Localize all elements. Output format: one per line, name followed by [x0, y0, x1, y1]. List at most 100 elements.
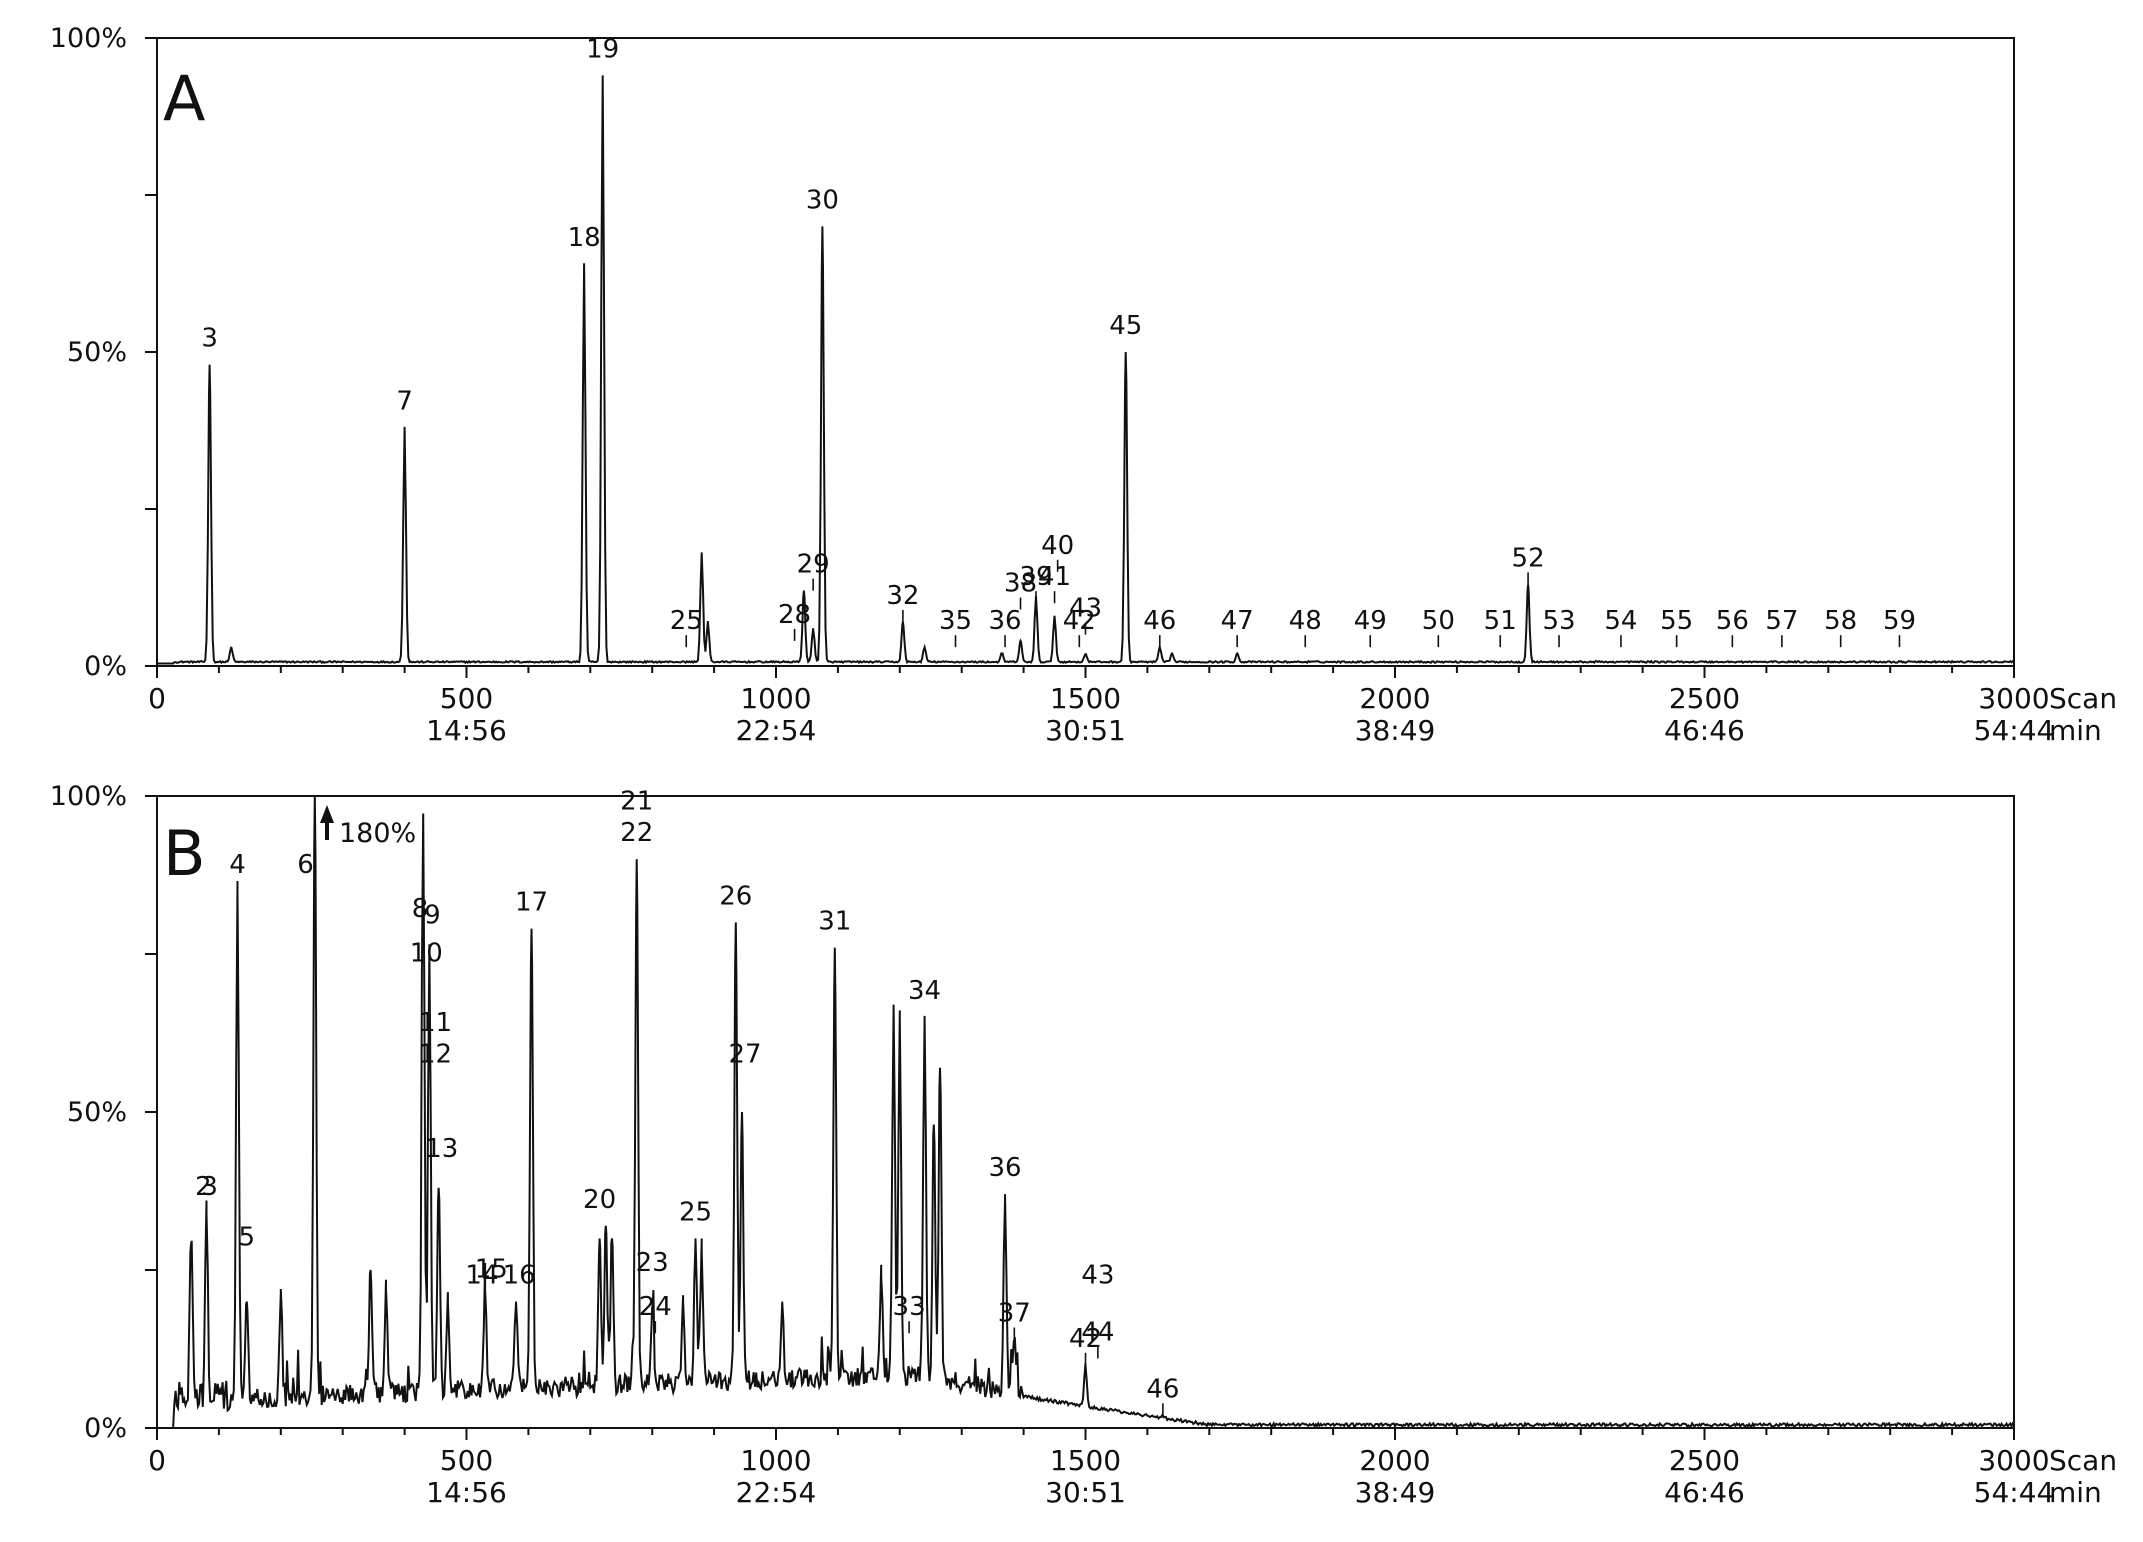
x-tick-label: 500 — [440, 1444, 493, 1477]
peak-label: 56 — [1716, 606, 1749, 636]
peak-label: 59 — [1883, 606, 1916, 636]
peak-label: 24 — [639, 1292, 672, 1322]
peak-label: 10 — [410, 938, 443, 968]
peak-label: 18 — [568, 223, 601, 253]
x-tick-label: 500 — [440, 682, 493, 715]
panel-b-letter: B — [163, 817, 206, 890]
peak-label: 55 — [1660, 606, 1693, 636]
peak-label: 34 — [908, 976, 941, 1006]
peak-label: 3 — [201, 1172, 218, 1202]
peak-label: 31 — [818, 907, 851, 937]
peak-label: 13 — [425, 1134, 458, 1164]
x-tick-label: 3000 — [1978, 1444, 2049, 1477]
peak-label: 7 — [396, 386, 413, 416]
peak-label: 8 — [412, 894, 429, 924]
peak-label: 25 — [679, 1197, 712, 1227]
x-tick-label: 1000 — [740, 682, 811, 715]
peak-label: 36 — [988, 1153, 1021, 1183]
x-tick-label: 1500 — [1050, 682, 1121, 715]
peak-label: 25 — [670, 606, 703, 636]
peak-label: 51 — [1484, 606, 1517, 636]
x-time-label: 30:51 — [1045, 714, 1126, 747]
y-tick-label: 50% — [67, 337, 127, 368]
peak-label: 27 — [729, 1039, 762, 1069]
panel-a-frame — [156, 37, 2015, 667]
peak-label: 57 — [1765, 606, 1798, 636]
x-tick-label: 2000 — [1359, 682, 1430, 715]
x-time-label: 38:49 — [1355, 1476, 1436, 1509]
y-tick-label: 0% — [84, 1413, 127, 1444]
panel-b-y-axis: 0% 50% 100% — [50, 781, 157, 1444]
up-arrow-icon — [320, 805, 334, 840]
peak-label: 47 — [1221, 606, 1254, 636]
peak-label: 14 — [465, 1261, 498, 1291]
y-tick-label: 0% — [84, 651, 127, 682]
x2-unit-label: min — [2049, 1476, 2102, 1509]
x-tick-label: 2500 — [1669, 682, 1740, 715]
peak-label: 37 — [998, 1299, 1031, 1329]
x-tick-label: 2500 — [1669, 1444, 1740, 1477]
peak-label: 11 — [419, 1008, 452, 1038]
peak-label: 4 — [229, 850, 246, 880]
peak-label: 50 — [1422, 606, 1455, 636]
panel-a-letter: A — [163, 62, 205, 135]
peak-label: 2 — [195, 1172, 212, 1202]
x-tick-label: 1500 — [1050, 1444, 1121, 1477]
panel-a-y-axis: 0% 50% 100% — [50, 23, 157, 682]
peak-label: 32 — [886, 581, 919, 611]
peak-label: 5 — [238, 1223, 255, 1253]
x-tick-label: 3000 — [1978, 682, 2049, 715]
peak-label: 44 — [1081, 1317, 1114, 1347]
x-time-label: 22:54 — [736, 714, 817, 747]
x-tick-label: 2000 — [1359, 1444, 1430, 1477]
peak-label: 43 — [1069, 594, 1102, 624]
peak-label: 49 — [1354, 606, 1387, 636]
peak-label: 9 — [424, 900, 441, 930]
peak-label: 39 — [1019, 562, 1052, 592]
x-tick-label: 0 — [148, 1444, 166, 1477]
x-time-label: 14:56 — [426, 714, 507, 747]
peak-label: 20 — [583, 1185, 616, 1215]
peak-label: 35 — [939, 606, 972, 636]
peak-label: 41 — [1038, 562, 1071, 592]
x-time-label: 22:54 — [736, 1476, 817, 1509]
peak-label: 28 — [778, 600, 811, 630]
peak-label: 54 — [1604, 606, 1637, 636]
x-time-label: 46:46 — [1664, 714, 1745, 747]
y-tick-label: 100% — [50, 781, 127, 812]
peak-label: 29 — [797, 550, 830, 580]
x-time-label: 14:56 — [426, 1476, 507, 1509]
peak-label: 17 — [515, 888, 548, 918]
off-scale-indicator: 180% — [320, 805, 416, 849]
x-tick-label: 0 — [148, 682, 166, 715]
peak-label: 6 — [297, 850, 314, 880]
peak-label: 22 — [620, 818, 653, 848]
peak-label: 23 — [636, 1248, 669, 1278]
peak-label: 30 — [806, 185, 839, 215]
peak-label: 48 — [1289, 606, 1322, 636]
peak-label: 40 — [1041, 531, 1074, 561]
panel-b-peak-labels: 2345689101112131415161720212223242526273… — [195, 787, 1179, 1416]
panel-a-trace — [157, 75, 2015, 665]
peak-label: 16 — [503, 1261, 536, 1291]
peak-label: 36 — [988, 606, 1021, 636]
peak-label: 21 — [620, 787, 653, 817]
y-tick-label: 100% — [50, 23, 127, 54]
peak-label: 26 — [719, 881, 752, 911]
x-tick-label: 1000 — [740, 1444, 811, 1477]
peak-label: 3 — [201, 324, 218, 354]
y-tick-label: 50% — [67, 1097, 127, 1128]
peak-label: 19 — [586, 35, 619, 65]
x-time-label: 38:49 — [1355, 714, 1436, 747]
peak-label: 46 — [1143, 606, 1176, 636]
peak-label: 46 — [1146, 1374, 1179, 1404]
x-unit-label: Scan — [2049, 1444, 2117, 1477]
peak-label: 15 — [475, 1254, 508, 1284]
x-time-label: 46:46 — [1664, 1476, 1745, 1509]
peak-label: 33 — [893, 1292, 926, 1322]
